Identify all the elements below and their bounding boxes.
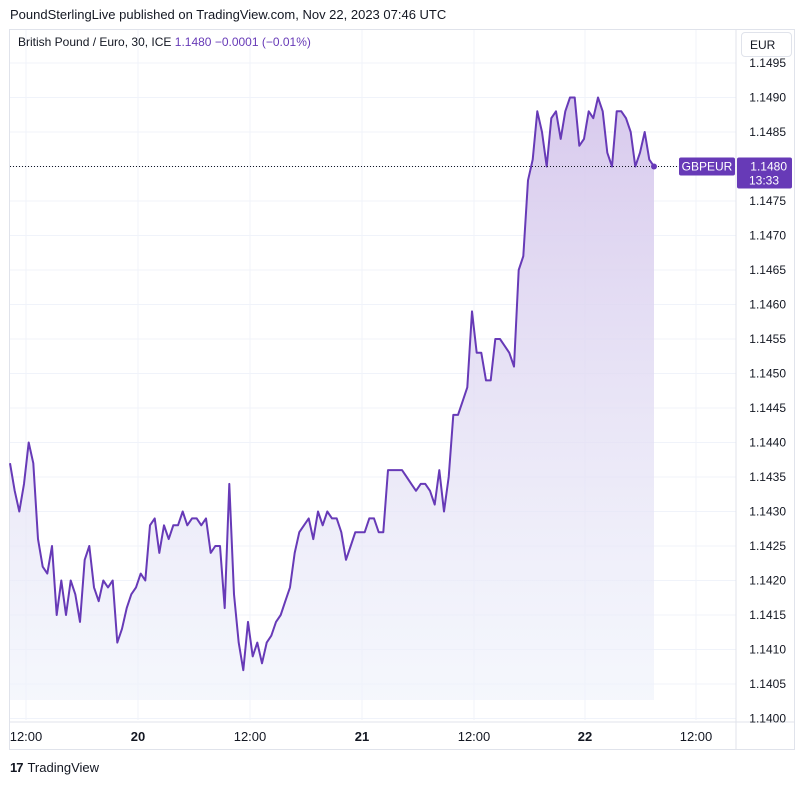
x-tick-label: 12:00	[680, 729, 713, 744]
y-tick-label: 1.1495	[749, 56, 786, 70]
y-axis: 1.1495 1.1490 1.1485 1.1480 1.1475 1.1470 1.14…	[749, 56, 786, 726]
price-area	[9, 96, 736, 700]
y-tick-label: 1.1485	[749, 125, 786, 139]
x-axis: 12:00 20 12:00 21 12:00 22 12:00	[10, 729, 713, 744]
y-tick-label: 1.1415	[749, 608, 786, 622]
x-tick-label: 21	[355, 729, 369, 744]
y-tick-label: 1.1405	[749, 677, 786, 691]
symbol-tag	[679, 157, 735, 176]
y-tick-label: 1.1445	[749, 401, 786, 415]
y-tick-label: 1.1400	[749, 712, 786, 726]
footer: 17 TradingView	[10, 760, 99, 775]
symbol-legend: British Pound / Euro, 30, ICE 1.1480 −0.…	[18, 35, 311, 49]
y-tick-label: 1.1410	[749, 643, 786, 657]
y-tick-label: 1.1450	[749, 367, 786, 381]
y-tick-label: 1.1430	[749, 505, 786, 519]
y-tick-label: 1.1440	[749, 436, 786, 450]
last-price-tag-countdown: 13:33	[749, 174, 779, 188]
y-tick-label: 1.1455	[749, 332, 786, 346]
y-tick-label: 1.1425	[749, 539, 786, 553]
x-tick-label: 20	[131, 729, 145, 744]
brand-name: TradingView	[27, 760, 100, 775]
tradingview-logo-icon: 17	[10, 760, 24, 775]
x-tick-label: 12:00	[458, 729, 491, 744]
symbol-name: British Pound / Euro, 30, ICE	[18, 35, 172, 49]
y-tick-label: 1.1460	[749, 298, 786, 312]
y-tick-label: 1.1420	[749, 574, 786, 588]
y-tick-label: 1.1490	[749, 91, 786, 105]
y-tick-label: 1.1465	[749, 263, 786, 277]
y-tick-label: 1.1470	[749, 229, 786, 243]
area-fill	[10, 97, 654, 700]
currency-button[interactable]: EUR	[741, 32, 792, 57]
change-value: −0.0001 (−0.01%)	[214, 35, 311, 49]
last-price-tag	[737, 157, 792, 189]
last-price-dot	[651, 163, 657, 170]
last-value: 1.1480	[174, 35, 212, 49]
symbol-tag-text: GBPEUR	[682, 160, 733, 174]
y-tick-label: 1.1475	[749, 194, 786, 208]
publish-header: PoundSterlingLive published on TradingVi…	[10, 7, 447, 22]
x-tick-label: 22	[578, 729, 592, 744]
chart-frame	[9, 29, 795, 750]
x-tick-label: 12:00	[234, 729, 267, 744]
last-price-tag-price: 1.1480	[750, 160, 787, 174]
x-tick-label: 12:00	[10, 729, 43, 744]
y-tick-label: 1.1435	[749, 470, 786, 484]
price-line	[9, 96, 655, 672]
